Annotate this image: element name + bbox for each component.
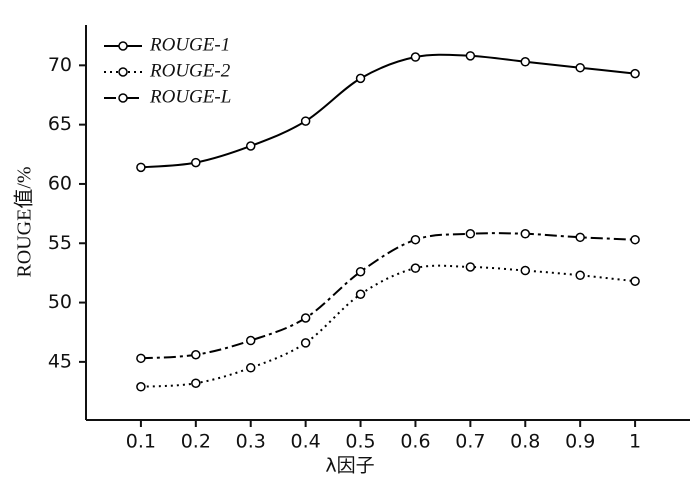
x-tick-label: 0.6 [400, 431, 430, 453]
y-tick-label: 65 [48, 113, 72, 135]
point [465, 229, 476, 239]
y-tick-label: 70 [48, 54, 72, 76]
legend-label: ROUGE-2 [149, 60, 231, 81]
y-tick-label: 60 [48, 172, 72, 194]
x-tick-label: 1 [629, 431, 641, 453]
point [191, 157, 201, 168]
x-tick-label: 0.3 [236, 431, 266, 453]
x-tick-label: 0.5 [345, 431, 375, 453]
point [630, 234, 640, 245]
x-tick-label: 0.8 [510, 431, 540, 453]
x-axis-label: λ因子 [325, 455, 374, 477]
legend-marker [118, 41, 128, 51]
point [136, 382, 146, 392]
point [355, 266, 366, 277]
x-tick-label: 0.2 [181, 431, 211, 453]
point [355, 289, 366, 300]
point [136, 353, 146, 364]
point [300, 116, 311, 126]
legend-label: ROUGE-1 [149, 34, 230, 55]
series-line [140, 264, 636, 388]
point [465, 262, 476, 272]
y-tick-label: 55 [48, 232, 72, 254]
point [410, 263, 421, 273]
x-tick-label: 0.1 [126, 431, 156, 453]
x-tick-label: 0.9 [565, 431, 595, 453]
point [520, 57, 531, 67]
point [245, 363, 256, 373]
point [575, 62, 585, 73]
y-tick-label: 50 [48, 291, 72, 313]
point [300, 313, 311, 323]
y-axis-label: ROUGE值/% [13, 166, 36, 277]
legend-label: ROUGE-L [149, 86, 231, 107]
x-tick-label: 0.7 [455, 431, 485, 453]
point [300, 338, 311, 348]
point [630, 68, 640, 79]
point [630, 276, 640, 286]
series-line [140, 53, 636, 169]
y-tick-label: 45 [48, 350, 72, 372]
legend-marker [118, 93, 128, 103]
point [575, 270, 585, 281]
point [355, 73, 366, 84]
x-tick-label: 0.4 [291, 431, 321, 453]
point [520, 229, 531, 239]
point [410, 234, 421, 245]
point [520, 265, 531, 276]
point [191, 350, 201, 360]
point [245, 141, 256, 151]
point [410, 52, 421, 62]
point [136, 162, 146, 173]
legend-marker [118, 67, 128, 77]
point [465, 51, 476, 61]
point [575, 232, 585, 243]
series-line [140, 232, 636, 360]
point [245, 335, 256, 346]
point [191, 378, 201, 388]
